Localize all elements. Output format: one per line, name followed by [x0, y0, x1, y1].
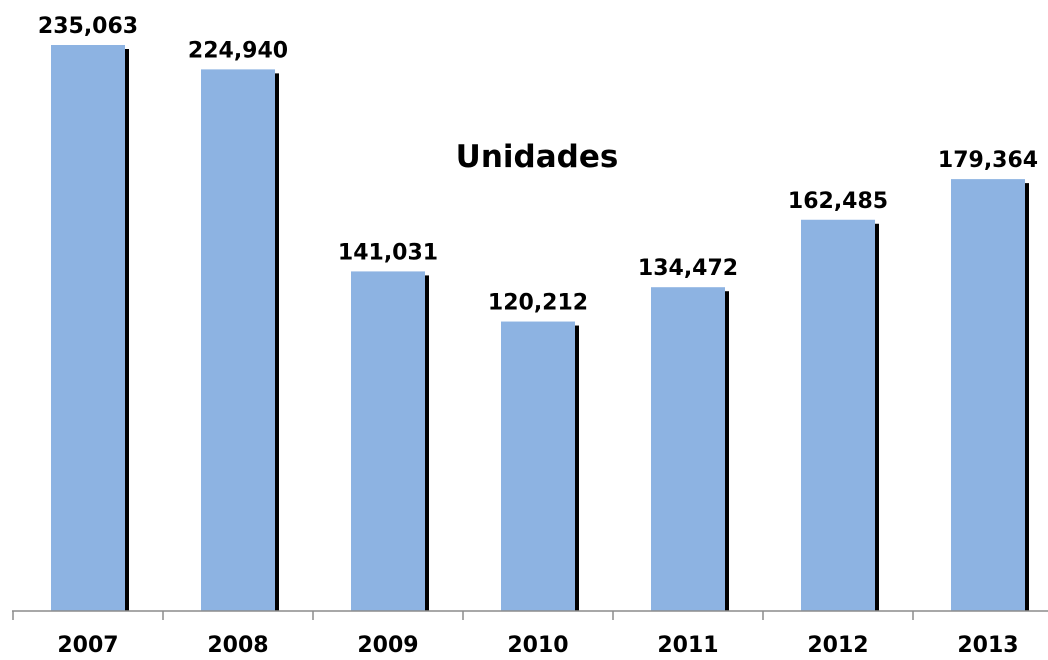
- bar-2008: [201, 69, 275, 611]
- bar-2011: [651, 287, 725, 611]
- bar-2012: [801, 219, 875, 611]
- x-axis-tick-labels: 2007 2008 2009 2010 2011 2012 2013: [57, 633, 1018, 658]
- chart-title: Unidades: [456, 139, 619, 175]
- data-label-2010: 120,212: [488, 291, 588, 316]
- data-label-2007: 235,063: [38, 14, 138, 39]
- data-label-2011: 134,472: [638, 256, 738, 281]
- tick-label-2008: 2008: [207, 633, 268, 658]
- bar-2009: [351, 271, 425, 611]
- bars: [51, 45, 1025, 612]
- data-label-2013: 179,364: [938, 148, 1038, 173]
- bar-2007: [51, 45, 125, 611]
- bar-2010: [501, 321, 575, 611]
- tick-label-2012: 2012: [807, 633, 868, 658]
- tick-label-2011: 2011: [657, 633, 718, 658]
- x-axis-ticks: [12, 611, 914, 620]
- data-label-2008: 224,940: [188, 38, 288, 63]
- data-labels: 235,063 224,940 141,031 120,212 134,472 162,4…: [38, 14, 1038, 316]
- tick-label-2010: 2010: [507, 633, 568, 658]
- data-label-2009: 141,031: [338, 240, 438, 265]
- tick-label-2009: 2009: [357, 633, 418, 658]
- bar-2013: [951, 179, 1025, 612]
- data-label-2012: 162,485: [788, 189, 888, 214]
- tick-label-2013: 2013: [957, 633, 1018, 658]
- tick-label-2007: 2007: [57, 633, 118, 658]
